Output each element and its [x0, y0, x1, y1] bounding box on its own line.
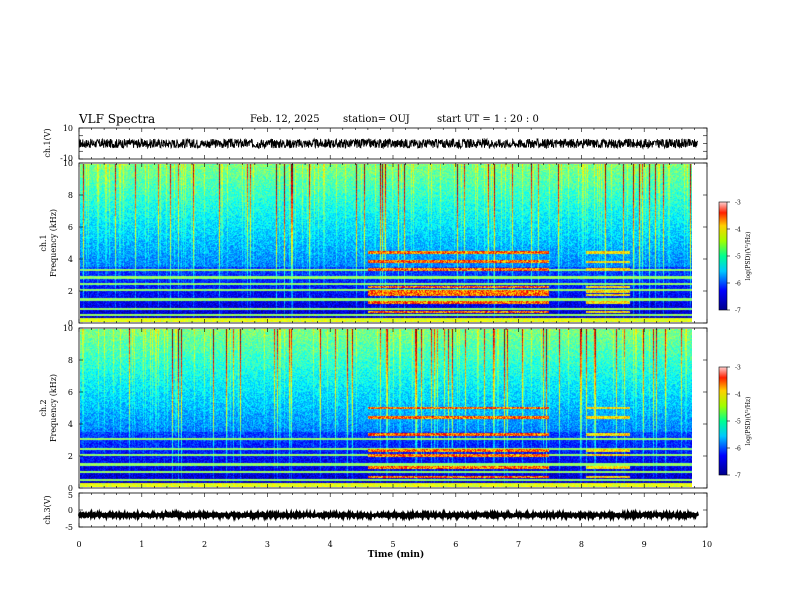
ch2-colorbar-tick-label: -7 — [735, 473, 741, 480]
x-tick-label: 2 — [202, 540, 207, 549]
ch2-colorbar-tick-label: -5 — [735, 419, 741, 426]
x-axis-label: Time (min) — [368, 549, 425, 560]
x-tick-label: 0 — [76, 540, 81, 549]
ch2-colorbar-tick-label: -6 — [735, 446, 741, 453]
ch2-colorbar — [718, 366, 728, 476]
header-date: Feb. 12, 2025 — [250, 114, 320, 125]
ch2-spec-ytick-label: 8 — [68, 356, 73, 365]
ch1-spec-ylabel-line2: Frequency (kHz) — [49, 209, 58, 277]
ch3-waveform-ylabel: ch.3(V) — [43, 495, 52, 524]
ch2-spec-ytick-label: 6 — [68, 388, 73, 397]
x-tick-label: 10 — [702, 540, 712, 549]
ch2-spec-ytick-label: 10 — [63, 324, 73, 333]
ch1-colorbar-tick-label: -6 — [735, 281, 741, 288]
ch1-waveform-trace — [78, 137, 699, 150]
ch1-waveform-ylabel: ch.1(V) — [43, 128, 52, 157]
x-tick-label: 3 — [265, 540, 270, 549]
chart-title: VLF Spectra — [79, 112, 156, 126]
ch1-colorbar — [718, 201, 728, 311]
ch3-waveform-trace — [77, 508, 700, 523]
ch1-spec-ytick-label: 6 — [68, 223, 73, 232]
x-tick-label: 8 — [579, 540, 584, 549]
x-tick-label: 4 — [328, 540, 333, 549]
ch1-colorbar-tick-label: -3 — [735, 200, 741, 207]
ch2-colorbar-tick-label: -4 — [735, 392, 741, 399]
ch1-ytick-bottom: -10 — [60, 154, 73, 163]
ch1-colorbar-tick-label: -7 — [735, 308, 741, 315]
ch1-colorbar-tick-label: -5 — [735, 254, 741, 261]
header-station: station= OUJ — [343, 114, 410, 125]
ch2-spec-ytick-label: 2 — [68, 452, 73, 461]
x-tick-label: 1 — [139, 540, 144, 549]
x-tick-label: 9 — [642, 540, 647, 549]
ch1-spec-ytick-label: 10 — [63, 159, 73, 168]
ch3-ytick-top: 5 — [68, 491, 73, 500]
ch1-waveform-panel: 10 -10 ch.1(V) — [43, 124, 708, 163]
ch1-spec-ytick-label: 4 — [68, 255, 73, 264]
ch2-colorbar-label: log(PSD)(V²/Hz) — [745, 397, 752, 446]
ch3-ytick-mid: 0 — [68, 506, 73, 515]
ch1-colorbar-label: log(PSD)(V²/Hz) — [745, 232, 752, 281]
ch1-colorbar-tick-label: -4 — [735, 227, 741, 234]
ch1-spec-ytick-label: 8 — [68, 191, 73, 200]
ch1-spec-ytick-label: 2 — [68, 287, 73, 296]
x-tick-label: 6 — [453, 540, 458, 549]
ch2-spec-ylabel-line1: ch.2 — [39, 399, 48, 416]
ch2-spec-ytick-label: 0 — [68, 484, 73, 493]
ch1-spectrogram-image — [80, 164, 692, 322]
ch3-waveform-panel: 5 0 -5 ch.3(V) 0 1 2 3 4 5 6 7 8 9 10 Time (min) — [43, 491, 712, 560]
ch3-ytick-bottom: -5 — [65, 523, 73, 532]
ch2-colorbar-tick-label: -3 — [735, 365, 741, 372]
ch2-spec-ylabel-line2: Frequency (kHz) — [49, 374, 58, 442]
x-tick-label: 7 — [516, 540, 521, 549]
ch2-spec-ytick-label: 4 — [68, 420, 73, 429]
ch1-spec-ylabel-line1: ch.1 — [39, 234, 48, 251]
ch1-spec-ytick-label: 0 — [68, 319, 73, 328]
ch1-ytick-top: 10 — [63, 124, 73, 133]
ch2-spectrogram-image — [80, 329, 692, 487]
x-tick-label: 5 — [390, 540, 395, 549]
header-start-time: start UT = 1 : 20 : 0 — [437, 114, 539, 125]
